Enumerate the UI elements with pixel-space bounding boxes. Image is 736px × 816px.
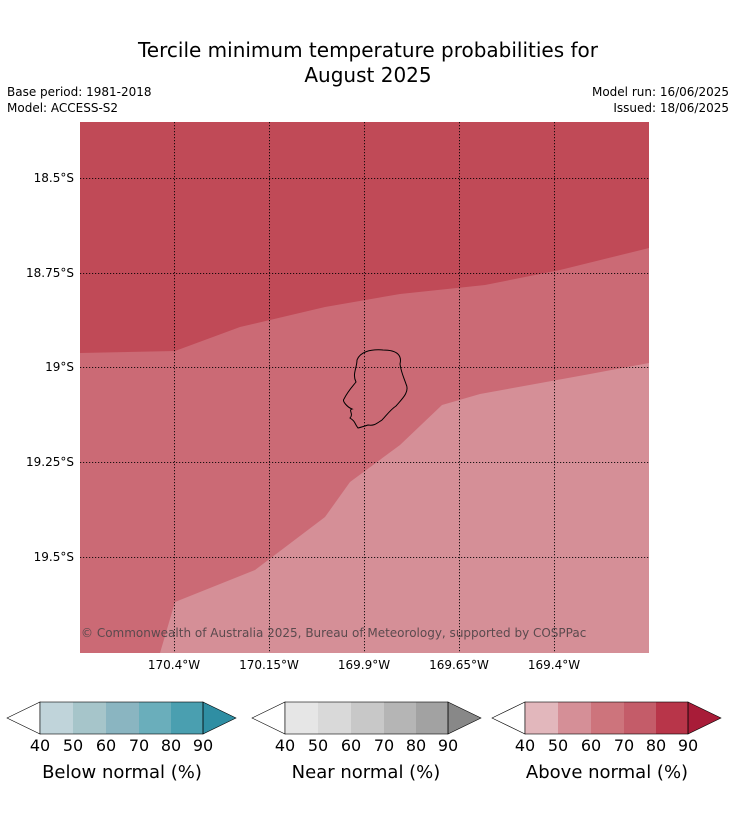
cbar-near-70-80 bbox=[384, 702, 416, 734]
cbar-above-40-50 bbox=[525, 702, 558, 734]
gridlines bbox=[80, 122, 649, 653]
below-tick-70: 70 bbox=[128, 736, 150, 755]
cbar-above-70-80 bbox=[624, 702, 656, 734]
cbar-below-over bbox=[202, 701, 237, 735]
cbar-below-80-90 bbox=[171, 702, 203, 734]
cbar-above-over bbox=[687, 701, 722, 735]
near-tick-60: 60 bbox=[340, 736, 362, 755]
colorbar-above bbox=[491, 700, 722, 736]
cbar-above-80-90 bbox=[656, 702, 688, 734]
near-tick-40: 40 bbox=[274, 736, 296, 755]
meta-right: Model run: 16/06/2025 Issued: 18/06/2025 bbox=[592, 84, 729, 116]
probability-map[interactable] bbox=[80, 122, 649, 653]
lon-label-169.9: 169.9°W bbox=[337, 658, 391, 672]
near-normal-label: Near normal (%) bbox=[291, 762, 441, 783]
meta-left: Base period: 1981-2018 Model: ACCESS-S2 bbox=[7, 84, 152, 116]
below-tick-40: 40 bbox=[29, 736, 51, 755]
below-tick-60: 60 bbox=[95, 736, 117, 755]
near-tick-50: 50 bbox=[307, 736, 329, 755]
lat-label-18.5: 18.5°S bbox=[33, 171, 74, 185]
colorbar-near bbox=[251, 700, 482, 736]
near-tick-80: 80 bbox=[405, 736, 427, 755]
below-tick-50: 50 bbox=[62, 736, 84, 755]
cbar-below-70-80 bbox=[139, 702, 171, 734]
above-tick-60: 60 bbox=[580, 736, 602, 755]
cbar-near-60-70 bbox=[351, 702, 384, 734]
colorbar-near-swatches bbox=[251, 701, 482, 735]
model-run: Model run: 16/06/2025 bbox=[591, 85, 729, 99]
colorbar-above-swatches bbox=[491, 701, 722, 735]
cbar-below-50-60 bbox=[73, 702, 106, 734]
above-tick-70: 70 bbox=[613, 736, 635, 755]
colorbar-below bbox=[6, 700, 237, 736]
title-line-1: Tercile minimum temperature probabilitie… bbox=[137, 38, 599, 62]
below-tick-80: 80 bbox=[160, 736, 182, 755]
cbar-above-under bbox=[491, 701, 526, 735]
below-normal-label: Below normal (%) bbox=[42, 762, 202, 783]
above-normal-label: Above normal (%) bbox=[525, 762, 689, 783]
cbar-below-40-50 bbox=[40, 702, 73, 734]
below-tick-90: 90 bbox=[192, 736, 214, 755]
lat-label-19.25: 19.25°S bbox=[26, 455, 74, 469]
map-copyright: © Commonwealth of Australia 2025, Bureau… bbox=[81, 626, 587, 640]
above-tick-80: 80 bbox=[645, 736, 667, 755]
above-tick-40: 40 bbox=[514, 736, 536, 755]
near-tick-90: 90 bbox=[437, 736, 459, 755]
cbar-below-60-70 bbox=[106, 702, 139, 734]
region-above-60 bbox=[160, 363, 649, 653]
above-tick-50: 50 bbox=[547, 736, 569, 755]
cbar-near-over bbox=[447, 701, 482, 735]
title-line-2: August 2025 bbox=[304, 63, 432, 87]
cbar-above-50-60 bbox=[558, 702, 591, 734]
cbar-near-80-90 bbox=[416, 702, 448, 734]
cbar-below-under bbox=[6, 701, 41, 735]
issued-date: Issued: 18/06/2025 bbox=[613, 101, 729, 115]
cbar-near-under bbox=[251, 701, 286, 735]
model-name: Model: ACCESS-S2 bbox=[7, 101, 119, 115]
above-tick-90: 90 bbox=[677, 736, 699, 755]
lat-label-19.5: 19.5°S bbox=[33, 550, 74, 564]
cbar-near-40-50 bbox=[285, 702, 318, 734]
lon-label-170.4: 170.4°W bbox=[147, 658, 201, 672]
chart-title: Tercile minimum temperature probabilitie… bbox=[0, 38, 736, 88]
lon-label-169.65: 169.65°W bbox=[429, 658, 489, 672]
cbar-above-60-70 bbox=[591, 702, 624, 734]
base-period: Base period: 1981-2018 bbox=[7, 85, 152, 99]
near-tick-70: 70 bbox=[373, 736, 395, 755]
island-outline bbox=[343, 349, 408, 429]
lon-label-170.15: 170.15°W bbox=[239, 658, 299, 672]
colorbar-below-swatches bbox=[6, 701, 237, 735]
cbar-near-50-60 bbox=[318, 702, 351, 734]
lat-label-18.75: 18.75°S bbox=[26, 266, 74, 280]
lat-label-19: 19°S bbox=[45, 360, 74, 374]
lon-label-169.4: 169.4°W bbox=[527, 658, 581, 672]
